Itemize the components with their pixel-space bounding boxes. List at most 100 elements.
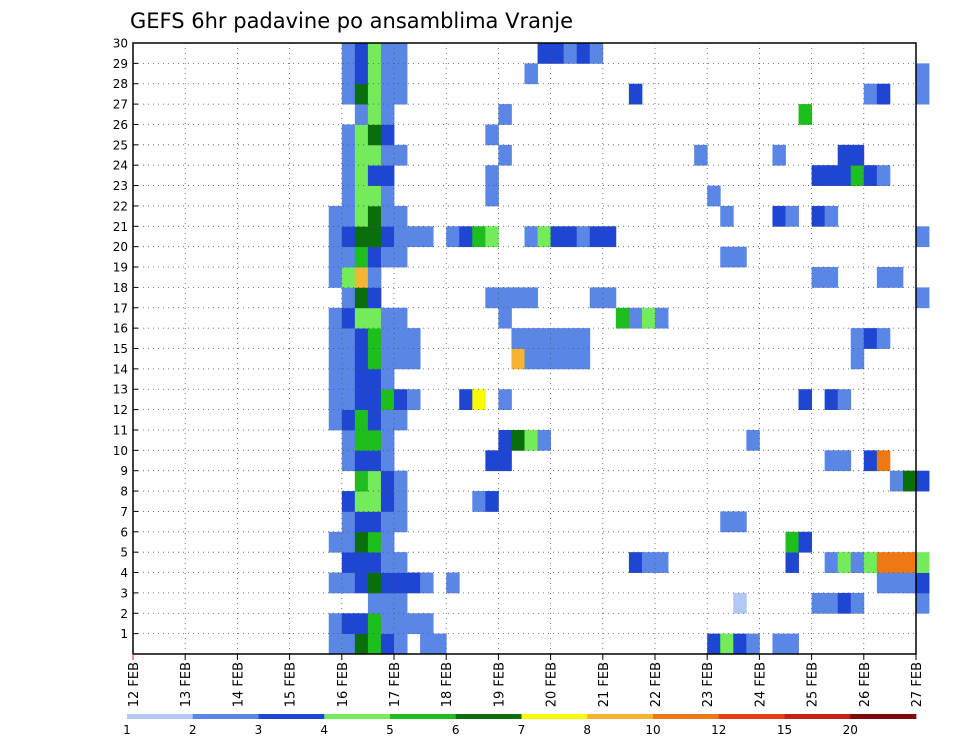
data-cell — [380, 450, 395, 472]
data-cell — [354, 83, 369, 105]
data-cell — [354, 348, 369, 370]
y-tick-label: 7 — [120, 505, 128, 519]
data-cell — [420, 613, 434, 635]
y-tick-label: 25 — [113, 138, 128, 152]
data-cell — [824, 165, 839, 186]
data-cell — [341, 165, 356, 186]
data-cell — [746, 633, 760, 655]
legend-label: 7 — [518, 723, 526, 737]
y-tick-label: 9 — [120, 464, 128, 478]
data-cell — [354, 63, 369, 85]
data-cell — [550, 328, 565, 349]
data-cell — [720, 511, 734, 533]
data-cell — [341, 144, 356, 166]
data-cell — [589, 226, 604, 248]
data-cell — [746, 429, 760, 451]
data-cell — [563, 43, 578, 64]
data-cell — [472, 389, 486, 410]
data-cell — [876, 328, 891, 349]
data-cell — [354, 633, 369, 655]
data-cell — [367, 633, 382, 655]
data-cell — [394, 348, 408, 370]
data-cell — [433, 633, 447, 655]
data-cell — [394, 205, 408, 227]
data-cell — [850, 144, 865, 166]
data-cell — [485, 450, 499, 472]
data-cell — [341, 531, 356, 553]
legend-swatch — [784, 714, 851, 719]
data-cell — [916, 287, 930, 309]
y-tick-label: 16 — [113, 322, 128, 336]
y-tick-label: 28 — [113, 77, 128, 91]
data-cell — [798, 104, 812, 125]
data-cell — [811, 267, 826, 288]
data-cell — [720, 205, 734, 227]
y-tick-label: 22 — [113, 199, 128, 213]
data-cell — [341, 246, 356, 268]
data-cell — [720, 246, 734, 268]
y-tick-label: 2 — [120, 607, 128, 621]
data-cell — [354, 205, 369, 227]
data-cell — [341, 307, 356, 329]
data-cell — [367, 83, 382, 105]
y-tick-label: 11 — [113, 423, 128, 437]
data-cell — [876, 267, 891, 288]
data-cell — [394, 307, 408, 329]
data-cell — [589, 287, 604, 309]
data-cell — [328, 572, 343, 594]
data-cell — [380, 470, 395, 492]
data-cell — [602, 226, 617, 248]
data-cell — [394, 552, 408, 573]
data-cell — [824, 552, 839, 573]
y-tick-label: 21 — [113, 220, 128, 234]
data-cell — [876, 83, 891, 105]
data-cell — [354, 307, 369, 329]
data-cell — [524, 429, 538, 451]
data-cell — [850, 592, 865, 614]
y-tick-label: 14 — [113, 362, 128, 376]
data-cell — [380, 43, 395, 64]
data-cell — [863, 165, 878, 186]
legend-swatch — [324, 714, 391, 719]
data-cell — [459, 389, 473, 410]
data-cell — [354, 328, 369, 349]
data-cell — [341, 552, 356, 573]
data-cell — [341, 572, 356, 594]
data-cell — [837, 450, 852, 472]
data-cell — [876, 552, 891, 573]
data-cell — [889, 470, 904, 492]
data-cell — [341, 205, 356, 227]
x-tick-label: 25 FEB — [806, 662, 821, 707]
data-cell — [524, 348, 538, 370]
legend-label: 12 — [711, 723, 726, 737]
data-cell — [407, 226, 421, 248]
x-tick-label: 14 FEB — [231, 662, 246, 707]
data-cell — [328, 368, 343, 390]
data-cell — [407, 328, 421, 349]
data-cell — [837, 592, 852, 614]
data-cell — [367, 552, 382, 573]
data-cell — [824, 267, 839, 288]
data-cell — [367, 409, 382, 431]
data-cell — [824, 592, 839, 614]
data-cell — [380, 205, 395, 227]
legend-swatch — [587, 714, 654, 719]
data-cell — [524, 328, 538, 349]
data-cell — [380, 83, 395, 105]
data-cell — [380, 348, 395, 370]
legend-label: 5 — [386, 723, 394, 737]
x-tick-label: 27 FEB — [910, 662, 925, 707]
data-cell — [380, 63, 395, 85]
data-cell — [354, 491, 369, 512]
legend-label: 1 — [123, 723, 131, 737]
data-cell — [341, 124, 356, 146]
data-cell — [446, 572, 460, 594]
data-cell — [576, 328, 591, 349]
data-cell — [367, 368, 382, 390]
data-cell — [772, 205, 786, 227]
data-cell — [524, 226, 538, 248]
legend-label: 3 — [255, 723, 263, 737]
x-axis: 12 FEB 13 FEB 14 FEB 15 FEB 16 FEB 17 FEB 18 F… — [127, 654, 925, 707]
data-cell — [328, 328, 343, 349]
